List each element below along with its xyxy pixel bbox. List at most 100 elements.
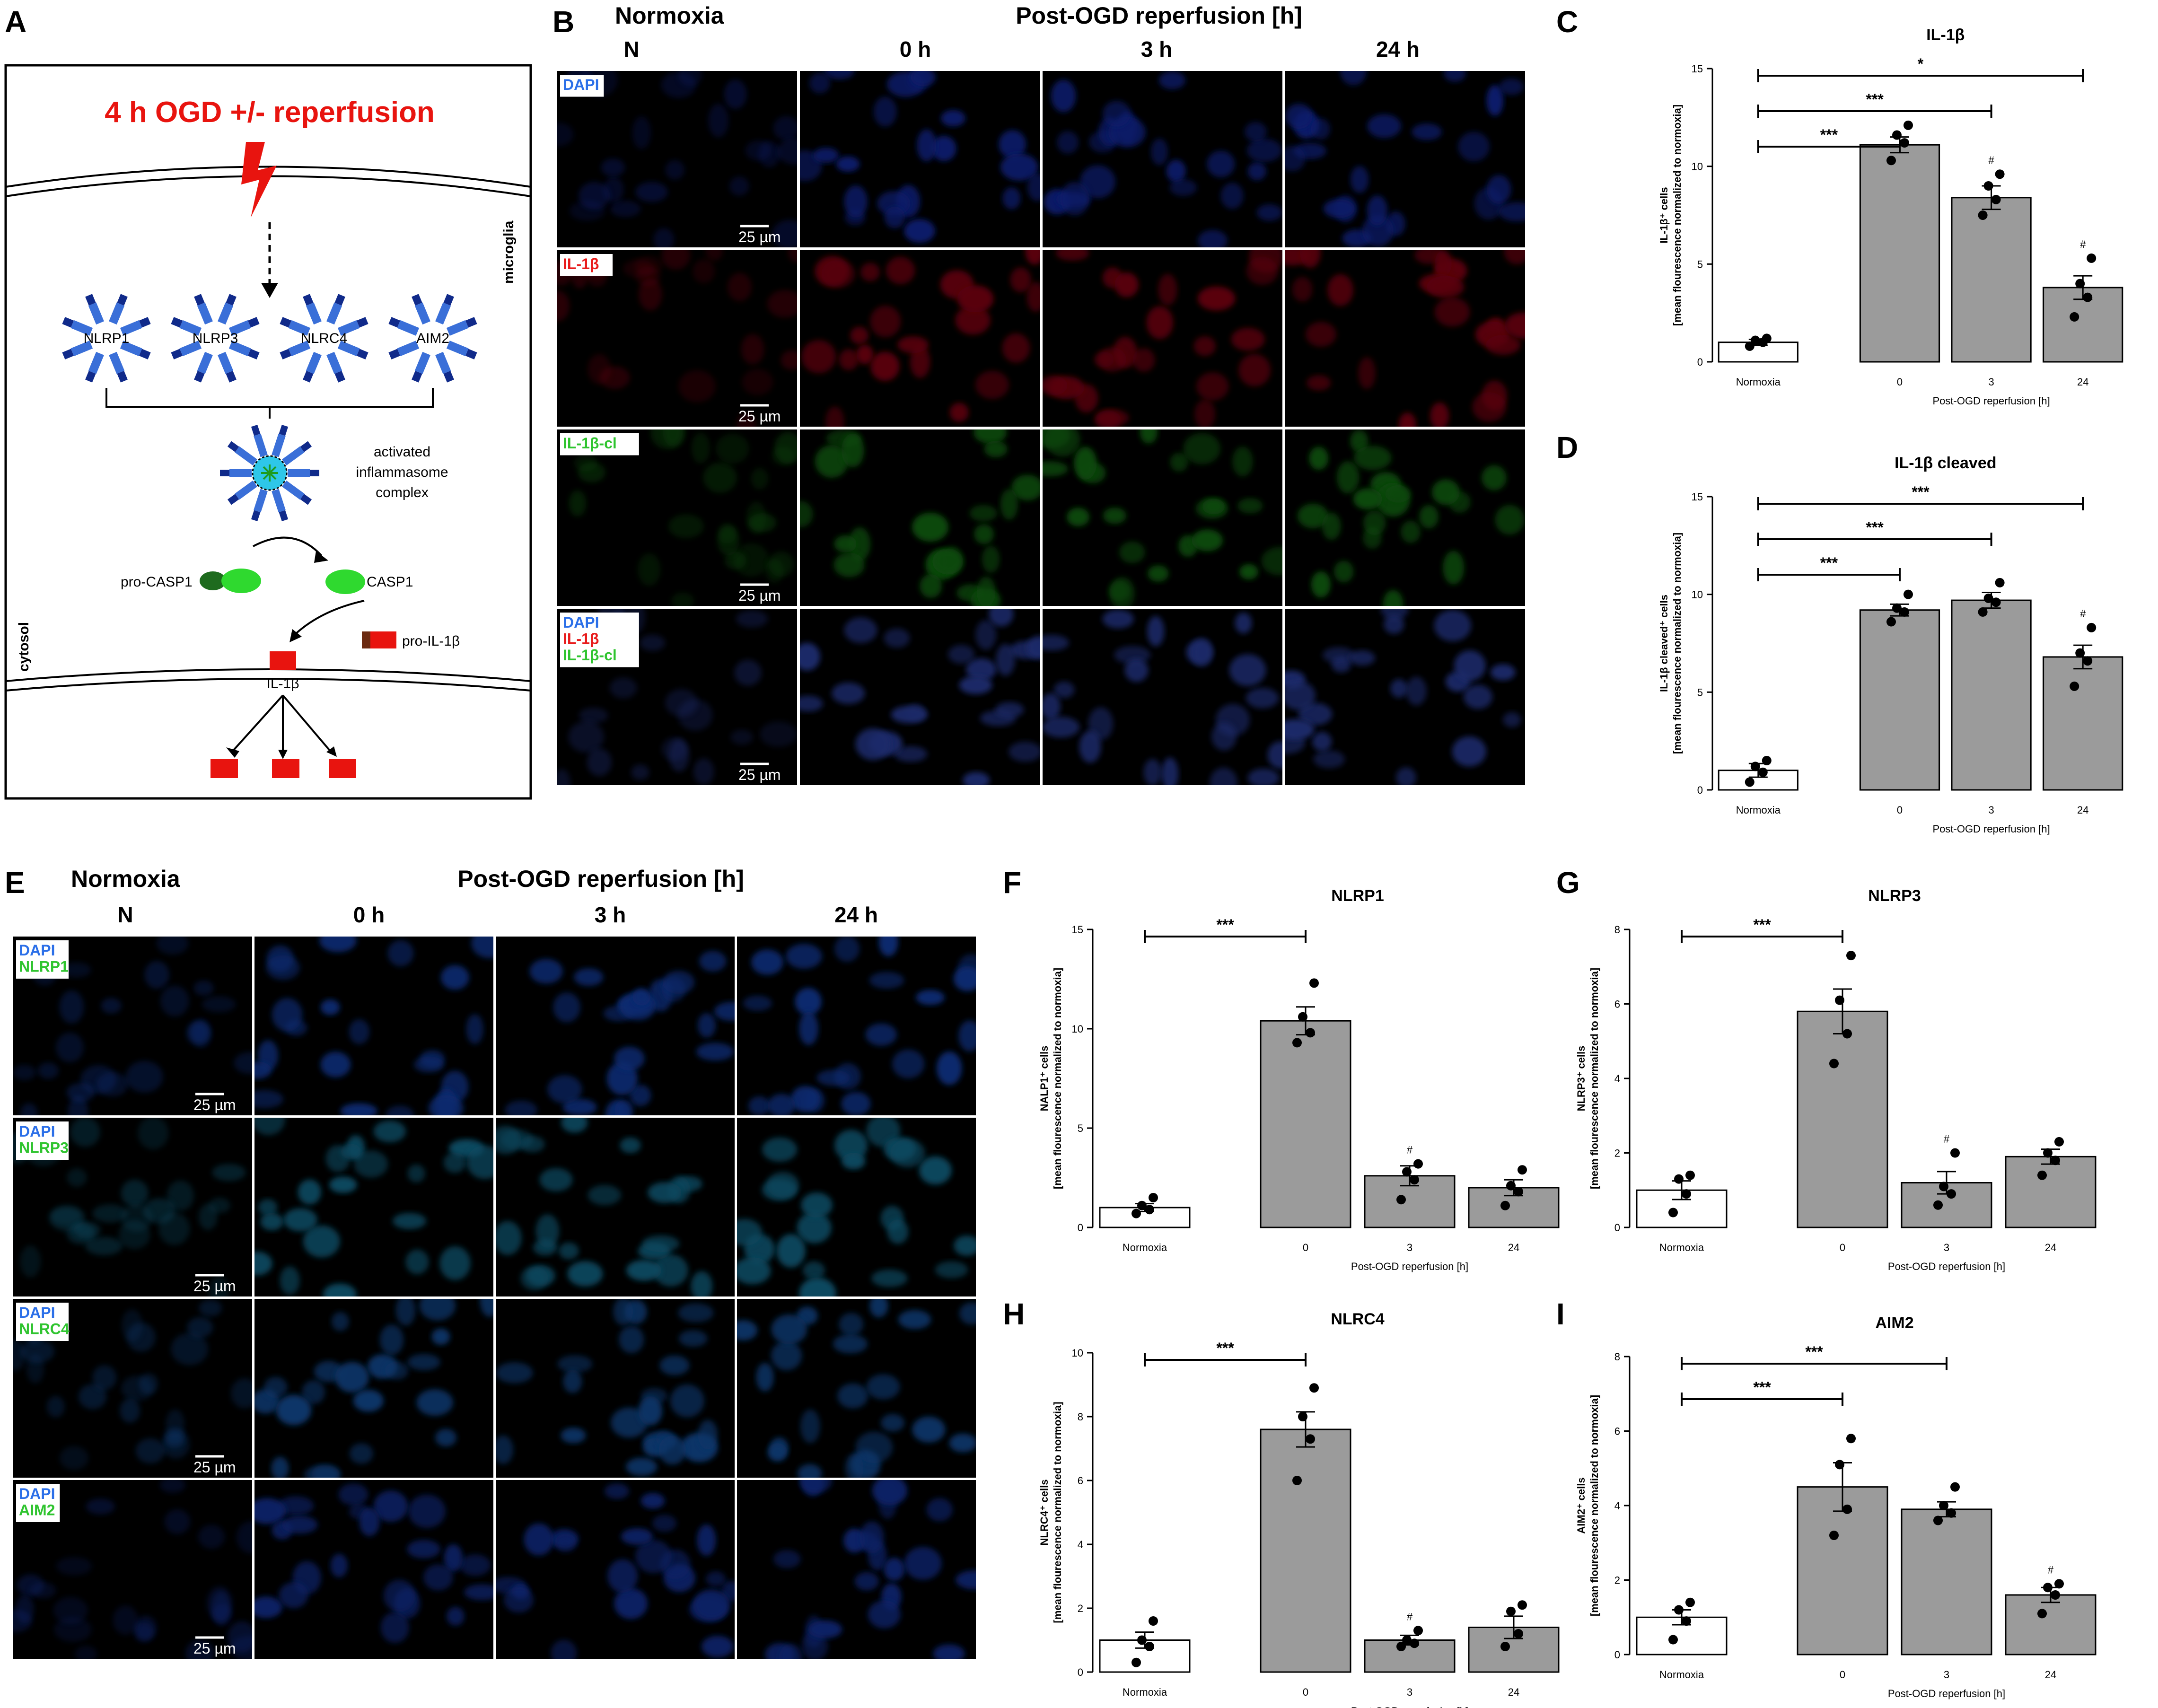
sensor-arm-tip (357, 317, 368, 328)
cell-nucleus (1148, 565, 1169, 582)
cell-nucleus (198, 1524, 225, 1549)
complex-arm-tip (279, 510, 289, 522)
diagram-frame (4, 64, 532, 800)
cell-nucleus (665, 160, 685, 180)
sensor-arm-tip (303, 294, 314, 306)
release-arrow-right (282, 694, 332, 753)
cell-nucleus (1194, 399, 1216, 427)
b-post-ogd-header: Post-OGD reperfusion [h] (1016, 2, 1302, 29)
y-axis-label: IL-1β cleaved⁺ cells (1658, 595, 1670, 692)
cell-nucleus (691, 1271, 713, 1296)
cell-nucleus (1043, 693, 1061, 720)
cell-nucleus (459, 1554, 491, 1576)
micrograph-nuclei (254, 1118, 493, 1296)
cell-nucleus (407, 1164, 425, 1182)
cell-nucleus (718, 523, 737, 544)
cell-nucleus (125, 1060, 163, 1093)
micrograph-cell (1043, 250, 1282, 427)
cell-nucleus (756, 1363, 774, 1392)
cell-nucleus (856, 344, 874, 364)
cell-nucleus (198, 1204, 218, 1230)
cell-nucleus (821, 260, 856, 288)
cell-nucleus (668, 739, 690, 772)
pro-il1b-prodomain-icon (362, 631, 370, 648)
sensor-arm (446, 320, 469, 336)
cell-nucleus (841, 433, 864, 467)
cell-nucleus (638, 1396, 663, 1426)
column-header-0: N (117, 902, 133, 927)
cell-nucleus (1220, 183, 1244, 209)
cell-nucleus (1298, 702, 1333, 726)
cell-nucleus (1486, 335, 1521, 355)
data-point (1145, 1642, 1154, 1651)
x-tick-label: 24 (2045, 1242, 2056, 1253)
cell-nucleus (260, 1213, 283, 1231)
scale-bar-label: 25 µm (738, 408, 781, 425)
cell-nucleus (466, 1014, 484, 1044)
data-point (2075, 648, 2085, 658)
cell-nucleus (1412, 123, 1442, 140)
cell-nucleus (1367, 114, 1402, 138)
bar (1797, 1010, 1888, 1228)
y-tick-label: 5 (1697, 686, 1703, 698)
data-point (1750, 762, 1760, 771)
data-point (1518, 1600, 1527, 1610)
cell-nucleus (431, 1328, 450, 1345)
cell-nucleus (373, 1490, 408, 1522)
data-point (1518, 1165, 1527, 1175)
cell-nucleus (1192, 529, 1223, 552)
data-point (1939, 1501, 1948, 1510)
cell-nucleus (737, 1320, 758, 1341)
cell-nucleus (443, 1152, 466, 1173)
cell-nucleus (697, 1524, 716, 1556)
cell-nucleus (387, 940, 414, 966)
sensor-arm-tip (443, 371, 454, 383)
cell-nucleus (254, 1498, 286, 1524)
comparison-label: * (1918, 55, 1924, 72)
cell-nucleus (56, 1032, 84, 1062)
cell-nucleus (767, 1443, 788, 1462)
cell-nucleus (78, 1384, 107, 1410)
cell-nucleus (966, 658, 997, 681)
cell-nucleus (1452, 736, 1487, 767)
cell-nucleus (1055, 250, 1089, 261)
cell-nucleus (887, 1219, 909, 1244)
data-point (1762, 756, 1772, 765)
sensor-label-nlrp1: NLRP1 (84, 331, 130, 346)
data-point (2087, 622, 2097, 632)
cell-nucleus (504, 1587, 534, 1613)
micrograph-nuclei (13, 937, 252, 1115)
cell-nucleus (167, 1180, 194, 1211)
comparison-label: *** (1866, 91, 1884, 108)
cell-nucleus (13, 1065, 36, 1080)
cell-nucleus (312, 1464, 340, 1478)
cell-nucleus (963, 772, 990, 785)
data-point (1674, 1605, 1684, 1615)
sensor-arm (179, 341, 202, 357)
data-point (1995, 578, 2005, 587)
cell-nucleus (278, 1496, 314, 1515)
scale-bar-label: 25 µm (738, 766, 781, 783)
complex-label-line-2: inflammasome (356, 464, 448, 480)
data-point (1829, 1059, 1839, 1069)
y-tick-label: 2 (1614, 1147, 1620, 1159)
channel-label-box (16, 1484, 60, 1522)
cell-nucleus (1434, 610, 1471, 642)
cell-nucleus (623, 259, 655, 278)
sensor-group: NLRP1 NLRP3 NLRC4 AIM2 (62, 294, 477, 383)
cell-nucleus (407, 1540, 440, 1559)
data-point (1762, 333, 1772, 343)
cell-nucleus (1349, 650, 1376, 666)
data-point (1137, 1200, 1147, 1210)
x-tick-label: 0 (1303, 1686, 1308, 1698)
cell-nucleus (631, 764, 649, 780)
sensor-arm (70, 320, 93, 336)
cell-nucleus (557, 290, 570, 322)
bar (1901, 1508, 1992, 1655)
data-point (2043, 1583, 2053, 1593)
comparison-label: *** (1216, 1340, 1234, 1357)
x-tick-label: 3 (1944, 1242, 1949, 1253)
panel-letter-d: D (1556, 430, 1578, 464)
cell-nucleus (1080, 165, 1116, 199)
cell-nucleus (678, 1303, 714, 1323)
